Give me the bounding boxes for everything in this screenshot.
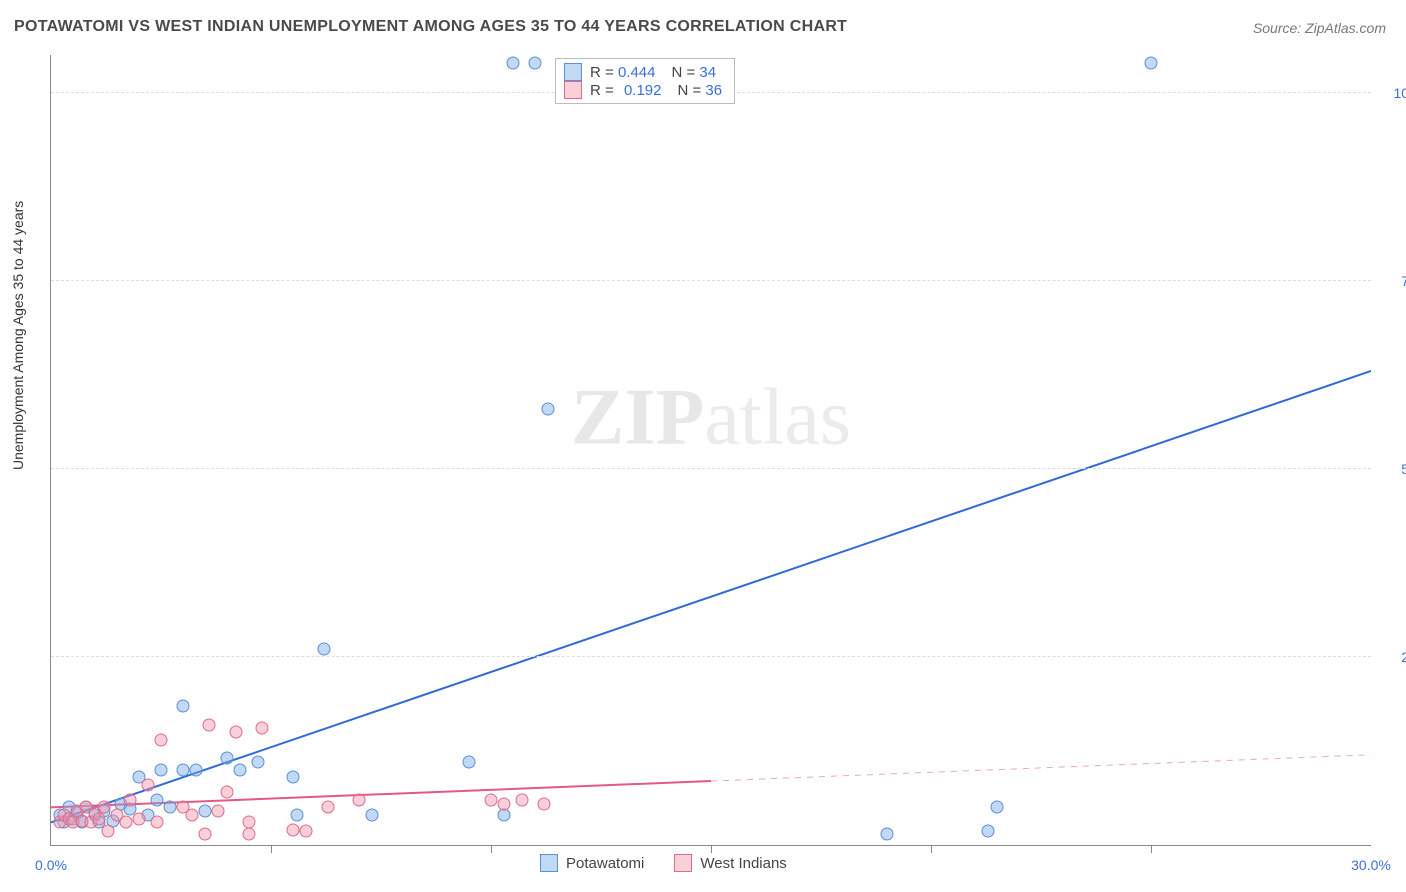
data-point — [300, 825, 313, 838]
r-value-1: 0.444 — [618, 64, 656, 81]
data-point — [155, 763, 168, 776]
x-minor-tick — [491, 845, 492, 853]
data-point — [507, 56, 520, 69]
y-tick-label: 100.0% — [1381, 85, 1406, 101]
data-point — [256, 722, 269, 735]
data-point — [97, 801, 110, 814]
data-point — [199, 805, 212, 818]
series-legend: Potawatomi West Indians — [540, 854, 787, 872]
data-point — [498, 808, 511, 821]
data-point — [133, 812, 146, 825]
n-label: N = 36 — [677, 82, 722, 99]
data-point — [982, 825, 995, 838]
data-point — [1145, 56, 1158, 69]
data-point — [537, 797, 550, 810]
data-point — [317, 643, 330, 656]
x-minor-tick — [711, 845, 712, 853]
gridline-h — [51, 468, 1371, 469]
r-label: R = 0.444 — [590, 64, 655, 81]
data-point — [991, 801, 1004, 814]
data-point — [93, 812, 106, 825]
data-point — [190, 763, 203, 776]
data-point — [229, 726, 242, 739]
x-minor-tick — [1151, 845, 1152, 853]
legend-item-potawatomi: Potawatomi — [540, 854, 644, 872]
data-point — [881, 827, 894, 840]
y-tick-label: 25.0% — [1381, 649, 1406, 665]
chart-title: POTAWATOMI VS WEST INDIAN UNEMPLOYMENT A… — [14, 18, 847, 36]
data-point — [163, 801, 176, 814]
data-point — [221, 786, 234, 799]
data-point — [212, 805, 225, 818]
data-point — [150, 816, 163, 829]
n-value-2: 36 — [705, 82, 722, 99]
data-point — [234, 763, 247, 776]
data-point — [498, 797, 511, 810]
legend-label: West Indians — [700, 855, 786, 872]
data-point — [199, 827, 212, 840]
data-point — [542, 402, 555, 415]
trendlines-svg — [51, 55, 1371, 845]
stats-row-potawatomi: R = 0.444 N = 34 — [564, 63, 722, 81]
n-label: N = 34 — [671, 64, 716, 81]
data-point — [515, 793, 528, 806]
data-point — [251, 756, 264, 769]
n-value-1: 34 — [699, 64, 716, 81]
swatch-blue-icon — [564, 63, 582, 81]
data-point — [529, 56, 542, 69]
swatch-pink-icon — [564, 81, 582, 99]
data-point — [177, 763, 190, 776]
r-label: R = 0.192 — [590, 82, 661, 99]
data-point — [177, 699, 190, 712]
x-tick-label: 0.0% — [35, 857, 67, 873]
scatter-plot: ZIPatlas 25.0%50.0%75.0%100.0%0.0%30.0% — [50, 55, 1371, 846]
y-tick-label: 50.0% — [1381, 461, 1406, 477]
legend-label: Potawatomi — [566, 855, 644, 872]
x-minor-tick — [931, 845, 932, 853]
data-point — [485, 793, 498, 806]
stats-legend: R = 0.444 N = 34 R = 0.192 N = 36 — [555, 58, 735, 104]
source-label: Source: ZipAtlas.com — [1253, 20, 1386, 36]
gridline-h — [51, 656, 1371, 657]
y-axis-label: Unemployment Among Ages 35 to 44 years — [10, 201, 26, 470]
x-tick-label: 30.0% — [1351, 857, 1391, 873]
data-point — [287, 823, 300, 836]
stats-row-westindian: R = 0.192 N = 36 — [564, 81, 722, 99]
data-point — [124, 793, 137, 806]
source-prefix: Source: — [1253, 20, 1305, 36]
x-minor-tick — [271, 845, 272, 853]
data-point — [102, 825, 115, 838]
data-point — [322, 801, 335, 814]
swatch-pink-icon — [674, 854, 692, 872]
r-value-2: 0.192 — [624, 82, 662, 99]
data-point — [150, 793, 163, 806]
data-point — [155, 733, 168, 746]
data-point — [366, 808, 379, 821]
data-point — [185, 808, 198, 821]
data-point — [141, 778, 154, 791]
swatch-blue-icon — [540, 854, 558, 872]
data-point — [203, 718, 216, 731]
data-point — [243, 827, 256, 840]
watermark: ZIPatlas — [571, 373, 851, 464]
data-point — [291, 808, 304, 821]
watermark-bold: ZIP — [571, 374, 704, 462]
data-point — [287, 771, 300, 784]
legend-item-westindian: West Indians — [674, 854, 786, 872]
watermark-light: atlas — [704, 374, 851, 462]
gridline-h — [51, 280, 1371, 281]
data-point — [463, 756, 476, 769]
y-tick-label: 75.0% — [1381, 273, 1406, 289]
data-point — [221, 752, 234, 765]
source-value: ZipAtlas.com — [1305, 20, 1386, 36]
data-point — [353, 793, 366, 806]
data-point — [119, 816, 132, 829]
